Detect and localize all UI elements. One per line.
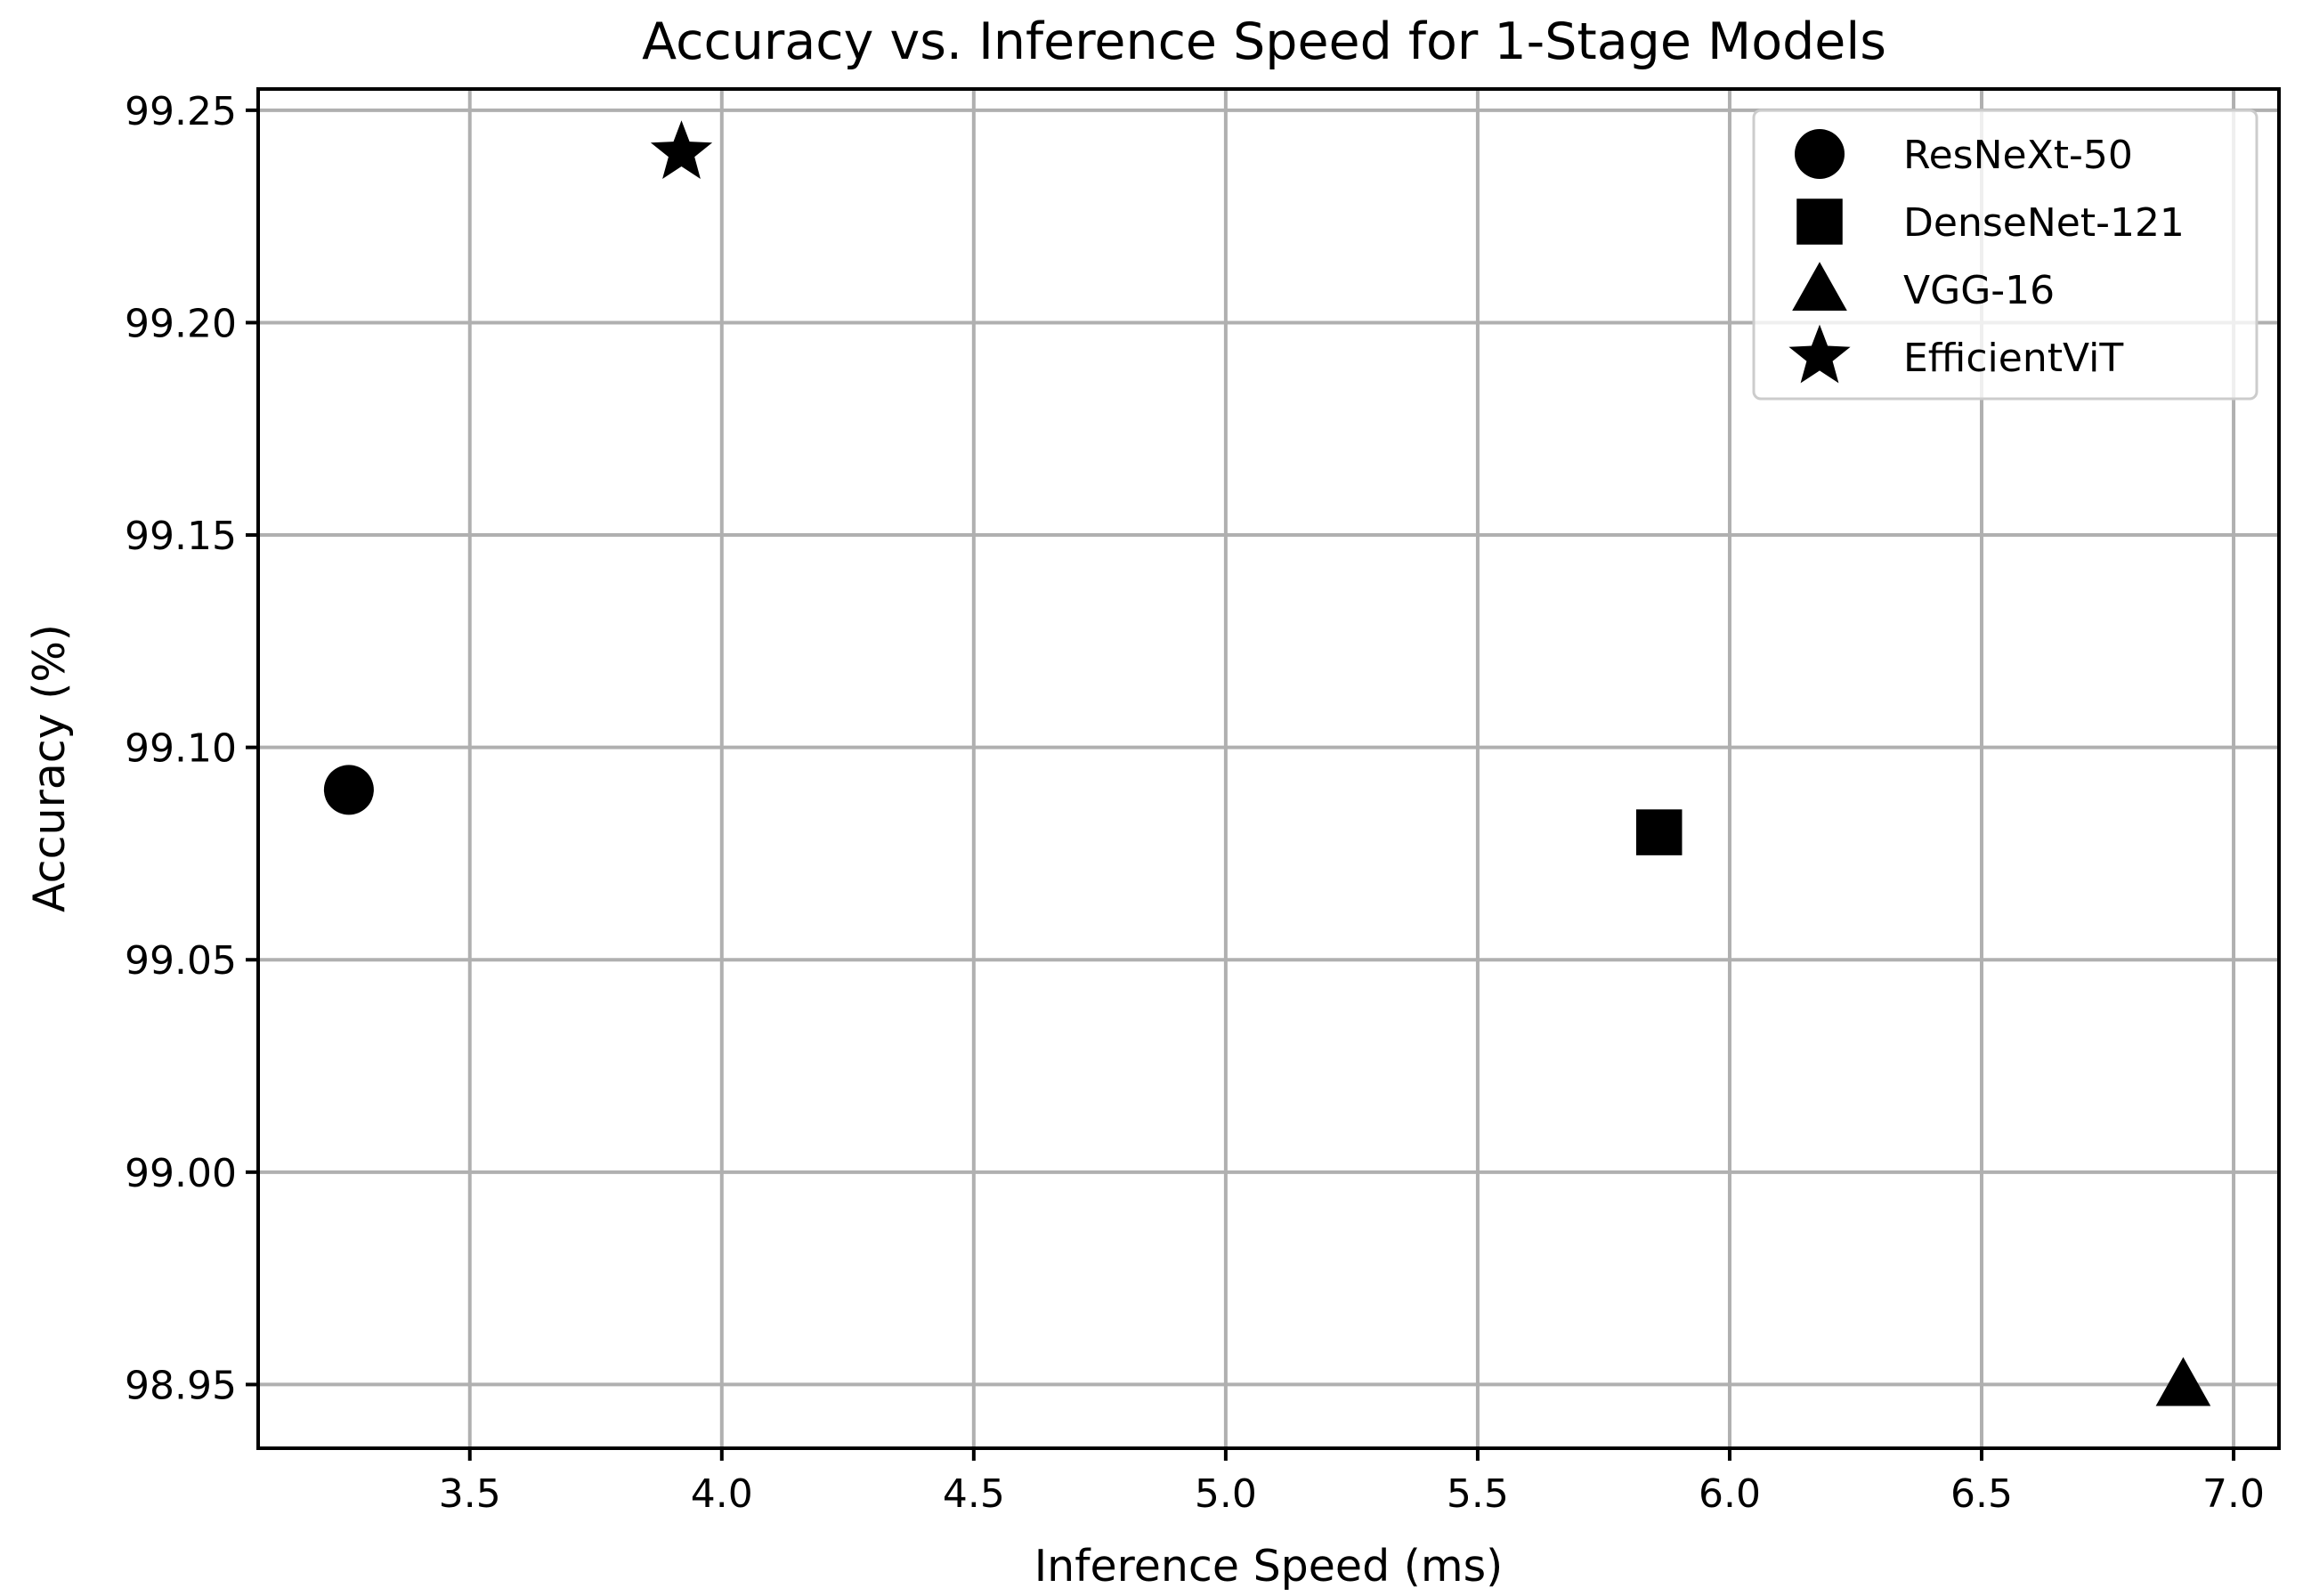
legend-label-vgg-16: VGG-16	[1903, 268, 2055, 313]
legend-label-resnext-50: ResNeXt-50	[1903, 133, 2133, 178]
legend-marker-vgg-16	[1792, 262, 1847, 312]
plot-frame	[256, 87, 2281, 1450]
x-tick-label: 5.0	[1195, 1471, 1257, 1517]
y-tick-label: 99.15	[125, 514, 237, 559]
axis-ticks: 3.5 4.0 4.5 5.0 5.5 6.0 6.5 7.0 98.95 99.00 99.05 9…	[125, 89, 2265, 1517]
x-tick-label: 4.0	[691, 1471, 753, 1517]
x-tick-label: 6.5	[1950, 1471, 2013, 1517]
legend-marker-resnext-50	[1795, 129, 1845, 179]
legend-marker-densenet-121	[1796, 198, 1843, 245]
point-densenet-121	[1635, 809, 1683, 855]
legend: ResNeXt-50 DenseNet-121 VGG-16 EfficientViT	[1752, 109, 2258, 401]
legend-box	[1752, 109, 2258, 401]
y-tick-label: 99.05	[125, 938, 237, 984]
x-axis-label: Inference Speed (ms)	[1034, 1541, 1504, 1592]
legend-label-densenet-121: DenseNet-121	[1903, 200, 2185, 246]
y-tick-label: 99.00	[125, 1151, 237, 1196]
y-tick-label: 98.95	[125, 1363, 237, 1408]
y-tick-label: 99.25	[125, 89, 237, 134]
point-vgg-16	[2155, 1357, 2211, 1406]
chart-title: Accuracy vs. Inference Speed for 1-Stage…	[642, 12, 1886, 71]
y-tick-label: 99.20	[125, 301, 237, 346]
y-axis-label: Accuracy (%)	[24, 624, 75, 912]
point-resnext-50	[323, 765, 374, 815]
x-tick-label: 6.0	[1699, 1471, 1761, 1517]
legend-marker-efficientvit	[1788, 324, 1851, 384]
x-tick-label: 5.5	[1447, 1471, 1509, 1517]
data-points	[323, 120, 2211, 1406]
x-tick-label: 3.5	[439, 1471, 501, 1517]
legend-label-efficientvit: EfficientViT	[1903, 336, 2123, 381]
point-efficientvit	[650, 120, 713, 179]
y-tick-label: 99.10	[125, 726, 237, 772]
x-tick-label: 4.5	[943, 1471, 1005, 1517]
x-tick-label: 7.0	[2202, 1471, 2265, 1517]
